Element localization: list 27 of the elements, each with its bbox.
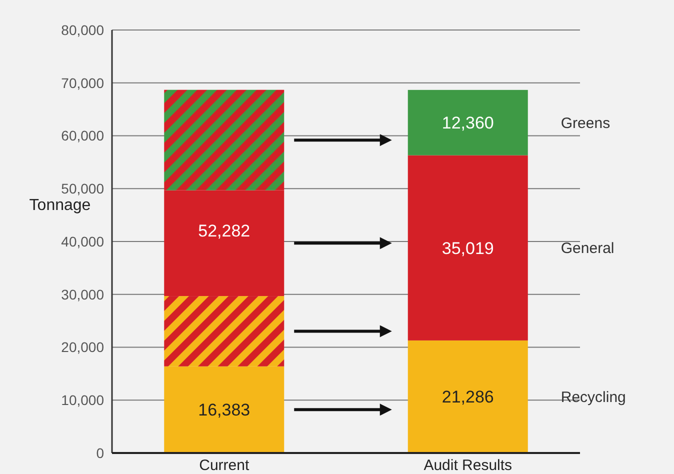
y-tick-label: 0	[96, 444, 104, 461]
y-tick-label: 70,000	[61, 74, 104, 91]
y-tick-label: 20,000	[61, 339, 104, 356]
y-axis-title: Tonnage	[29, 197, 91, 214]
bar	[408, 90, 528, 156]
data-label: 12,360	[442, 114, 494, 133]
annotation: 52,282	[198, 221, 250, 240]
y-tick-label: 50,000	[61, 180, 104, 197]
bar	[164, 90, 284, 190]
bar	[164, 190, 284, 296]
data-label: 35,019	[442, 238, 494, 258]
text: General	[560, 240, 614, 258]
bar	[164, 366, 284, 453]
y-tick-label: 60,000	[61, 128, 104, 144]
y-tick-label: 30,000	[61, 286, 104, 302]
data-label: 21,286	[442, 388, 494, 407]
bar	[164, 296, 284, 366]
y-tick-label: 40,000	[61, 233, 104, 250]
y-tick-label: 80,000	[61, 22, 104, 38]
data-label: 16,383	[198, 400, 250, 420]
y-tick-label: 10,000	[61, 392, 104, 408]
text: Recycling	[560, 388, 626, 406]
bar	[408, 155, 528, 340]
bar	[408, 340, 528, 453]
text: Greens	[560, 114, 610, 132]
x-tick-label: Audit Results	[424, 457, 512, 474]
x-tick-label: Current	[199, 457, 250, 474]
